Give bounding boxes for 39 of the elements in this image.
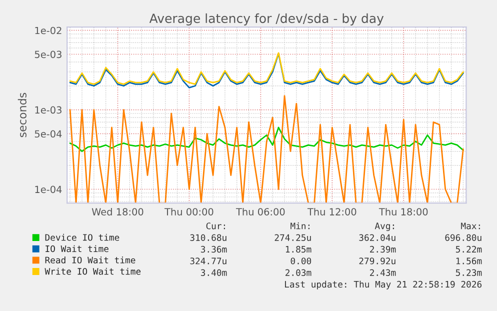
text: 362.04u bbox=[359, 234, 396, 241]
chart-title: Average latency for /dev/sda - by day bbox=[149, 13, 384, 26]
x-tick-label: Wed 18:00 bbox=[92, 208, 144, 216]
text: 0.00 bbox=[290, 258, 312, 264]
text: 1.85m bbox=[286, 246, 312, 253]
text: Cur: bbox=[206, 222, 225, 230]
text: 2.39m bbox=[370, 246, 396, 253]
legend-label: Device IO time bbox=[45, 234, 120, 241]
legend-label: IO Wait time bbox=[46, 245, 108, 252]
x-tick-label: Thu 12:00 bbox=[307, 208, 356, 216]
legend-label: Read IO Wait time bbox=[45, 256, 136, 264]
text: 2.03m bbox=[286, 269, 312, 276]
y-tick-label: 1e-04 bbox=[35, 186, 62, 194]
text: 2.43m bbox=[370, 269, 396, 276]
y-tick-label: 5e-03 bbox=[34, 50, 62, 58]
text: 5.23m bbox=[456, 269, 482, 276]
text: 3.40m bbox=[200, 269, 227, 276]
text: Max: bbox=[461, 222, 480, 230]
x-tick-label: Thu 18:00 bbox=[378, 208, 428, 216]
text: 310.68u bbox=[190, 234, 226, 241]
text: 279.92u bbox=[359, 258, 396, 264]
x-tick-label: Thu 00:00 bbox=[164, 208, 214, 216]
line-series bbox=[69, 126, 464, 152]
text: Last update: Thu May 21 22:58:19 2026 bbox=[285, 280, 482, 290]
text: Min: bbox=[290, 222, 310, 230]
line-series bbox=[69, 95, 464, 204]
text: 3.36m bbox=[200, 246, 227, 253]
y-tick-label: 1e-02 bbox=[35, 26, 62, 34]
x-tick-label: Thu 06:00 bbox=[236, 208, 285, 216]
y-tick-label: 1e-03 bbox=[35, 106, 62, 114]
text: 324.77u bbox=[190, 258, 226, 264]
y-axis-title: seconds bbox=[18, 92, 26, 138]
text: 696.80u bbox=[445, 234, 482, 241]
text: 274.25u bbox=[274, 234, 311, 241]
legend-label: Write IO Wait time bbox=[44, 268, 141, 275]
text: 1.56m bbox=[456, 258, 482, 264]
text: Avg: bbox=[374, 222, 394, 232]
text: 5.22m bbox=[456, 246, 482, 253]
y-tick-label: 5e-04 bbox=[34, 130, 62, 138]
